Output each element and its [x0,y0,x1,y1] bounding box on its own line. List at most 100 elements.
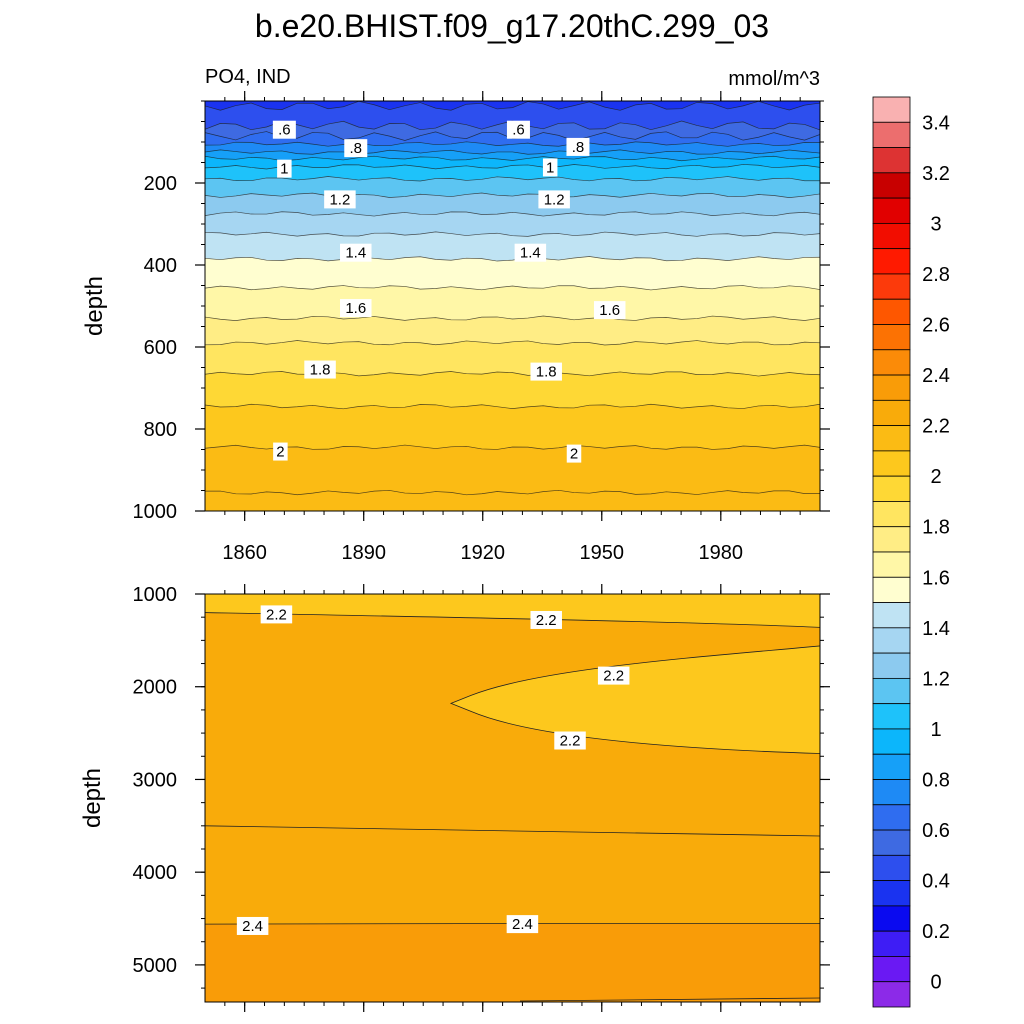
upper-contour-lines [205,101,820,496]
upper-y-axis-label: depth [81,276,108,336]
upper-contour-fills [205,101,820,511]
contour-label-text: 2 [276,444,284,461]
upper-variable-label: PO4, IND [205,66,291,88]
y-tick-label: 4000 [133,862,178,884]
y-tick-label: 2000 [133,677,178,699]
colorbar-box [872,96,911,123]
contour-label: 1.2 [538,190,570,209]
y-tick-label: 3000 [133,769,178,791]
colorbar-box [872,728,911,755]
colorbar-box [872,349,911,376]
contour-label-text: 2.4 [242,918,263,935]
colorbar-box [872,172,911,199]
colorbar-box [872,880,911,907]
colorbar-box [872,956,911,983]
colorbar-tick-label: 0.8 [922,770,950,792]
contour-line [205,176,820,182]
colorbar: 0 0.2 0.4 0.6 0.8 1 1.2 1.4 1.6 1.8 2 2.2 2.4 2.6 2.8 3… [872,96,950,1008]
y-tick-label: 400 [144,255,177,277]
lower-contour-fills [205,594,820,1002]
contour-label-text: 1.8 [536,364,557,381]
colorbar-tick-label: 2.2 [922,416,950,438]
contour-line [205,149,820,155]
contour-label: 2.2 [260,605,293,624]
colorbar-box [872,298,911,325]
colorbar-tick-label: 2.4 [922,365,950,387]
contour-band [205,340,820,377]
colorbar-box [872,905,911,932]
colorbar-box [872,425,911,452]
lower-contour-labels: 2.2 2.2 2.2 2.2 2.4 2.4 [236,605,630,935]
contour-label-text: 1 [546,159,554,176]
colorbar-tick-label: 3.4 [922,112,950,134]
colorbar-box [872,930,911,957]
contour-band [205,594,820,628]
x-tick-label: 1950 [580,542,625,564]
upper-contour-panel: .6 .6 .8 .8 1 1 1.2 1.2 1.4 1.4 1.6 1.6 1.8 1.8 2 2 186… [81,66,830,564]
lower-axis-ticks: 1000 2000 3000 4000 5000 [133,584,830,1012]
x-tick-label: 1920 [460,542,505,564]
colorbar-box [872,652,911,679]
colorbar-box [872,147,911,174]
contour-label: 2.4 [236,916,269,935]
contour-line [205,315,820,321]
lower-contour-panel: 2.2 2.22.22.22.4 2.4 10002000300040005000 … [79,584,830,1012]
colorbar-box [872,273,911,300]
contour-label: 1 [542,158,558,177]
upper-axis-ticks: 1860 1890 1920 1950 1980 200 400 600 800 1000 [133,91,830,564]
contour-label: 1.6 [340,299,372,318]
colorbar-box [872,677,911,705]
contour-label: 1.2 [324,190,356,209]
contour-label: .8 [344,139,368,158]
contour-label: .6 [506,120,530,139]
contour-label: 2.2 [554,731,586,750]
contour-label: 2 [273,442,288,461]
contour-label-text: 1.6 [599,302,620,319]
contour-label-text: 2.2 [560,733,581,750]
contour-line [205,192,820,198]
contour-label-text: 1.2 [544,191,565,208]
contour-line [205,340,820,346]
colorbar-box [872,121,911,148]
contour-label: 1.4 [340,243,372,262]
contour-band [205,444,820,496]
contour-label-text: 2.2 [266,606,287,623]
contour-line [205,164,820,170]
contour-line [205,101,820,111]
colorbar-box [872,501,911,528]
contour-label-text: 1.4 [345,245,366,262]
colorbar-tick-label: 2.8 [922,264,950,286]
x-tick-label: 1860 [222,542,267,564]
colorbar-tick-label: 0.4 [922,871,950,893]
contour-band [205,285,820,321]
contour-label-text: .6 [512,122,525,139]
colorbar-box [872,374,911,401]
colorbar-tick-label: 0.6 [922,820,950,842]
contour-line [205,211,820,217]
colorbar-box [872,399,911,427]
colorbar-tick-label: 2 [930,466,941,488]
colorbar-box [872,779,911,806]
y-tick-label: 600 [144,337,177,359]
contour-label: 1.6 [593,301,626,320]
contour-band [205,403,820,450]
contour-band [205,923,820,1002]
contour-label: 1.4 [514,243,547,262]
contour-label-text: .6 [278,122,291,139]
contour-label: 2.4 [506,915,539,934]
contour-line [205,141,820,147]
y-tick-label: 800 [144,419,177,441]
contour-label-text: 1 [280,161,288,178]
y-tick-label: 200 [144,173,177,195]
contour-label: 2 [566,444,582,463]
contour-label-text: 2.2 [536,612,557,629]
lower-plot-frame [204,593,821,1003]
colorbar-tick-label: 2.6 [922,315,950,337]
y-tick-label: 1000 [133,584,178,606]
colorbar-tick-label: 1 [930,719,941,741]
colorbar-tick-label: 3.2 [922,163,950,185]
contour-label-text: .8 [572,139,585,156]
y-tick-label: 1000 [133,501,178,523]
colorbar-box [872,222,911,250]
contour-band [451,645,820,754]
